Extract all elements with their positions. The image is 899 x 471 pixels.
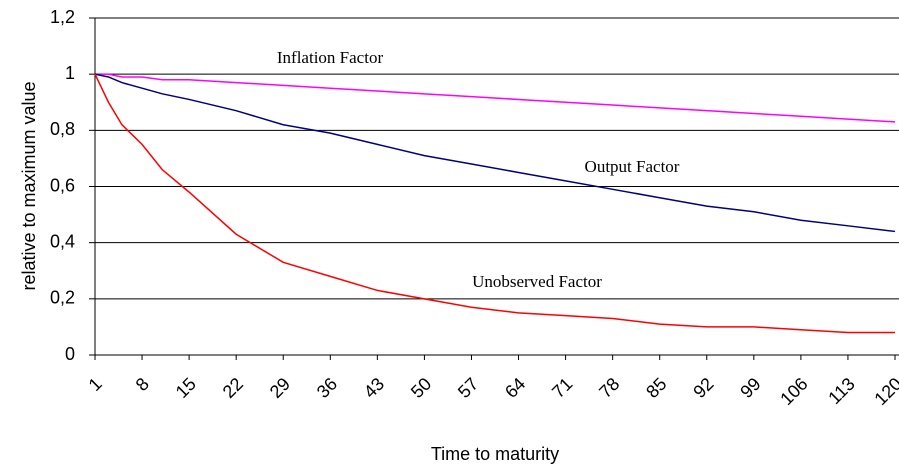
y-tick-label: 1	[65, 63, 75, 83]
x-tick-label: 1	[85, 374, 106, 395]
x-tick-label: 92	[689, 374, 717, 402]
x-tick-label: 106	[776, 374, 811, 409]
x-tick-label: 57	[454, 374, 482, 402]
x-tick-label: 36	[313, 374, 341, 402]
series-label: Inflation Factor	[277, 48, 384, 67]
x-tick-label: 50	[407, 374, 435, 402]
x-tick-label: 85	[642, 374, 670, 402]
y-tick-label: 0,4	[50, 231, 75, 251]
x-tick-label: 99	[736, 374, 764, 402]
series-line	[95, 73, 896, 123]
x-tick-label: 43	[360, 374, 388, 402]
x-tick-label: 29	[266, 374, 294, 402]
y-tick-label: 0,2	[50, 288, 75, 308]
x-axis-title: Time to maturity	[431, 444, 559, 464]
x-tick-label: 22	[219, 374, 247, 402]
y-tick-label: 0	[65, 344, 75, 364]
series-line	[94, 73, 896, 233]
x-tick-label: 8	[132, 374, 153, 395]
series-line	[94, 73, 895, 334]
series-label: Output Factor	[585, 157, 680, 176]
x-tick-label: 120	[870, 374, 899, 409]
y-tick-label: 1,2	[50, 7, 75, 27]
x-tick-label: 113	[824, 374, 858, 408]
y-axis-title: relative to maximum value	[19, 81, 39, 290]
x-tick-label: 71	[548, 374, 576, 402]
y-tick-label: 0,6	[50, 175, 75, 195]
x-tick-label: 15	[172, 374, 200, 402]
y-tick-label: 0,8	[50, 119, 75, 139]
x-tick-label: 64	[501, 374, 529, 402]
x-tick-label: 78	[595, 374, 623, 402]
series-label: Unobserved Factor	[472, 272, 602, 291]
